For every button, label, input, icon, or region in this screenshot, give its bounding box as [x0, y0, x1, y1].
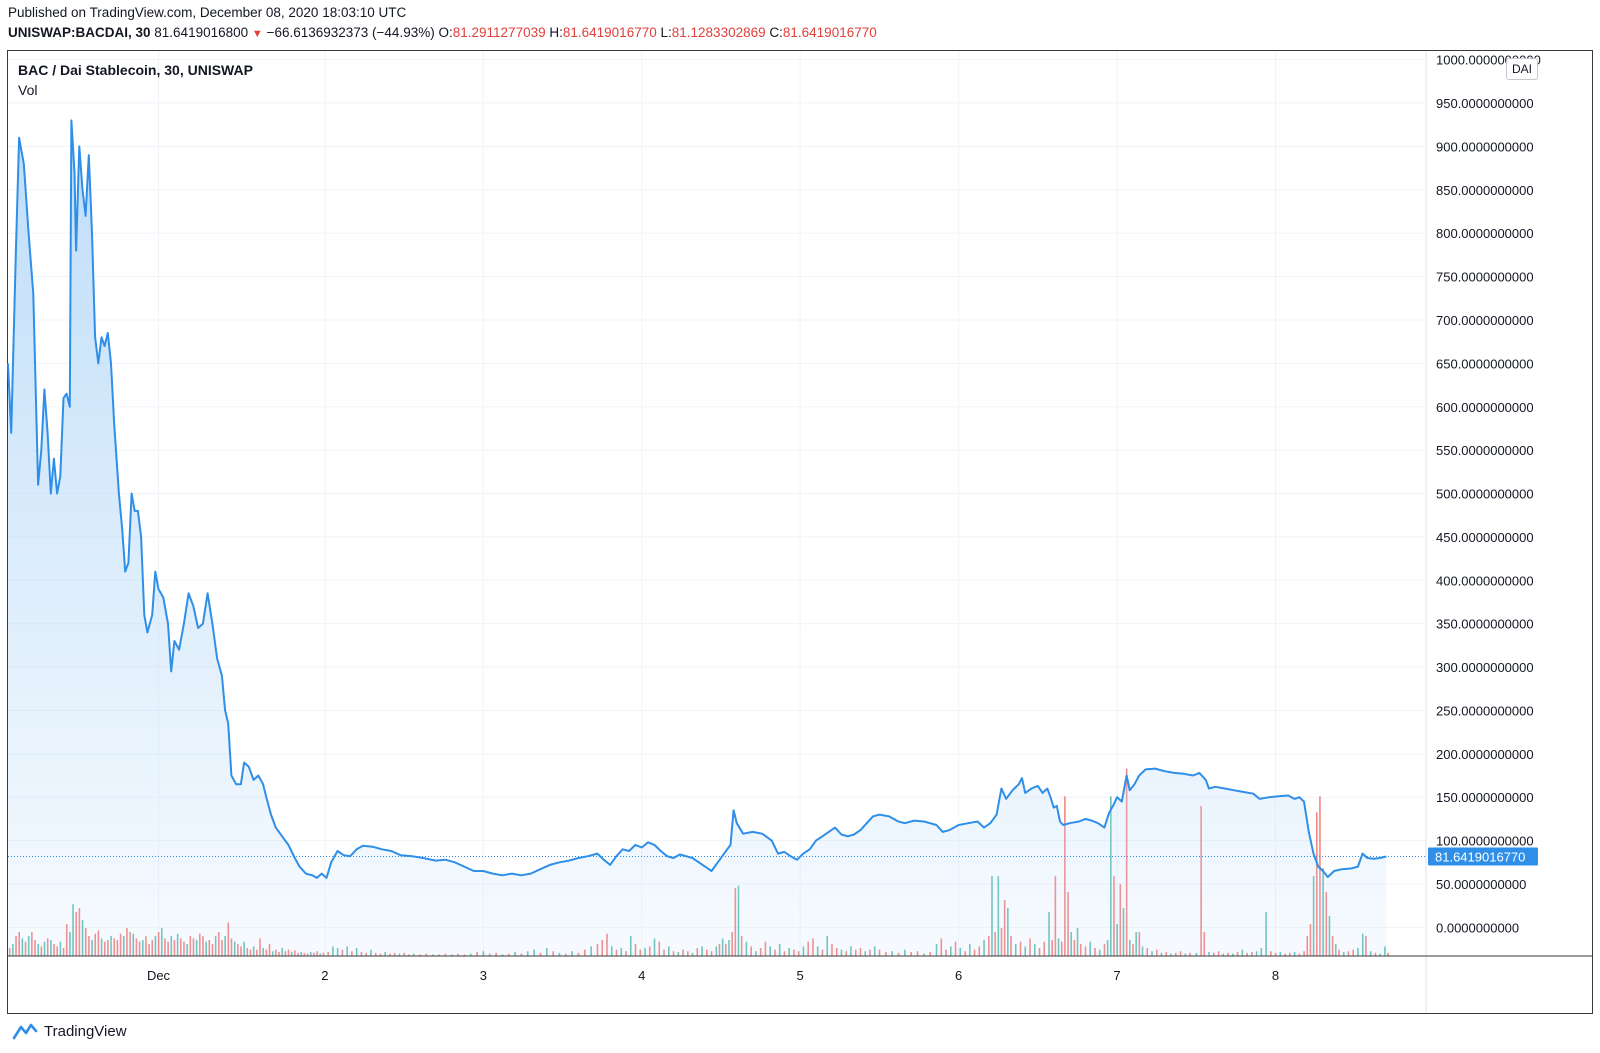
- y-tick-label: 900.0000000000: [1436, 139, 1534, 154]
- tradingview-logo-icon: [12, 1023, 38, 1040]
- y-tick-label: 950.0000000000: [1436, 96, 1534, 111]
- y-tick-label: 850.0000000000: [1436, 183, 1534, 198]
- published-text: Published on TradingView.com, December 0…: [8, 5, 407, 20]
- x-tick-label: 7: [1113, 968, 1120, 983]
- high-value: 81.6419016770: [562, 25, 657, 40]
- y-tick-label: 700.0000000000: [1436, 313, 1534, 328]
- y-tick-label: 400.0000000000: [1436, 573, 1534, 588]
- footer-brand: TradingView: [44, 1022, 127, 1040]
- symbol-name: UNISWAP:BACDAI, 30: [8, 25, 151, 40]
- x-tick-label: 6: [955, 968, 962, 983]
- last-price-tag: [1428, 847, 1538, 866]
- y-tick-label: 150.0000000000: [1436, 790, 1534, 805]
- y-tick-label: 300.0000000000: [1436, 660, 1534, 675]
- currency-badge[interactable]: DAI: [1506, 58, 1538, 80]
- y-tick-label: 550.0000000000: [1436, 443, 1534, 458]
- symbol-line: UNISWAP:BACDAI, 30 81.6419016800 ▼ −66.6…: [8, 25, 877, 40]
- y-tick-label: 350.0000000000: [1436, 617, 1534, 632]
- y-tick-label: 800.0000000000: [1436, 226, 1534, 241]
- x-tick-label: 4: [638, 968, 645, 983]
- chart-frame[interactable]: [7, 50, 1593, 1014]
- x-tick-label: 5: [797, 968, 804, 983]
- x-tick-label: 2: [321, 968, 328, 983]
- open-label: O:: [438, 25, 453, 40]
- price-change: −66.6136932373 (−44.93%): [266, 25, 435, 40]
- last-price: 81.6419016800: [154, 25, 249, 40]
- y-tick-label: 200.0000000000: [1436, 747, 1534, 762]
- x-tick-label: 3: [480, 968, 487, 983]
- high-label: H:: [549, 25, 563, 40]
- open-value: 81.2911277039: [452, 25, 546, 40]
- last-price-tag-label: 81.6419016770: [1435, 850, 1525, 865]
- low-label: L:: [660, 25, 672, 40]
- y-tick-label: 600.0000000000: [1436, 400, 1534, 415]
- y-tick-label: 750.0000000000: [1436, 270, 1534, 285]
- y-tick-label: 250.0000000000: [1436, 703, 1534, 718]
- y-tick-label: 450.0000000000: [1436, 530, 1534, 545]
- down-triangle-icon: ▼: [251, 28, 263, 40]
- chart-title: BAC / Dai Stablecoin, 30, UNISWAP: [18, 62, 253, 78]
- price-area: [8, 120, 1387, 956]
- y-tick-label: 0.0000000000: [1436, 920, 1519, 935]
- close-value: 81.6419016770: [782, 25, 877, 40]
- volume-bar: [1387, 952, 1389, 956]
- y-tick-label: 100.0000000000: [1436, 834, 1534, 849]
- y-tick-label: 650.0000000000: [1436, 356, 1534, 371]
- footer: TradingView: [12, 1022, 127, 1040]
- y-tick-label: 50.0000000000: [1436, 877, 1526, 892]
- x-tick-label: 8: [1272, 968, 1279, 983]
- volume-label: Vol: [18, 82, 38, 98]
- low-value: 81.1283302869: [671, 25, 766, 40]
- close-label: C:: [769, 25, 783, 40]
- y-tick-label: 500.0000000000: [1436, 487, 1534, 502]
- published-line: Published on TradingView.com, December 0…: [8, 5, 406, 20]
- price-line: [7, 119, 1387, 879]
- x-tick-label: Dec: [147, 968, 171, 983]
